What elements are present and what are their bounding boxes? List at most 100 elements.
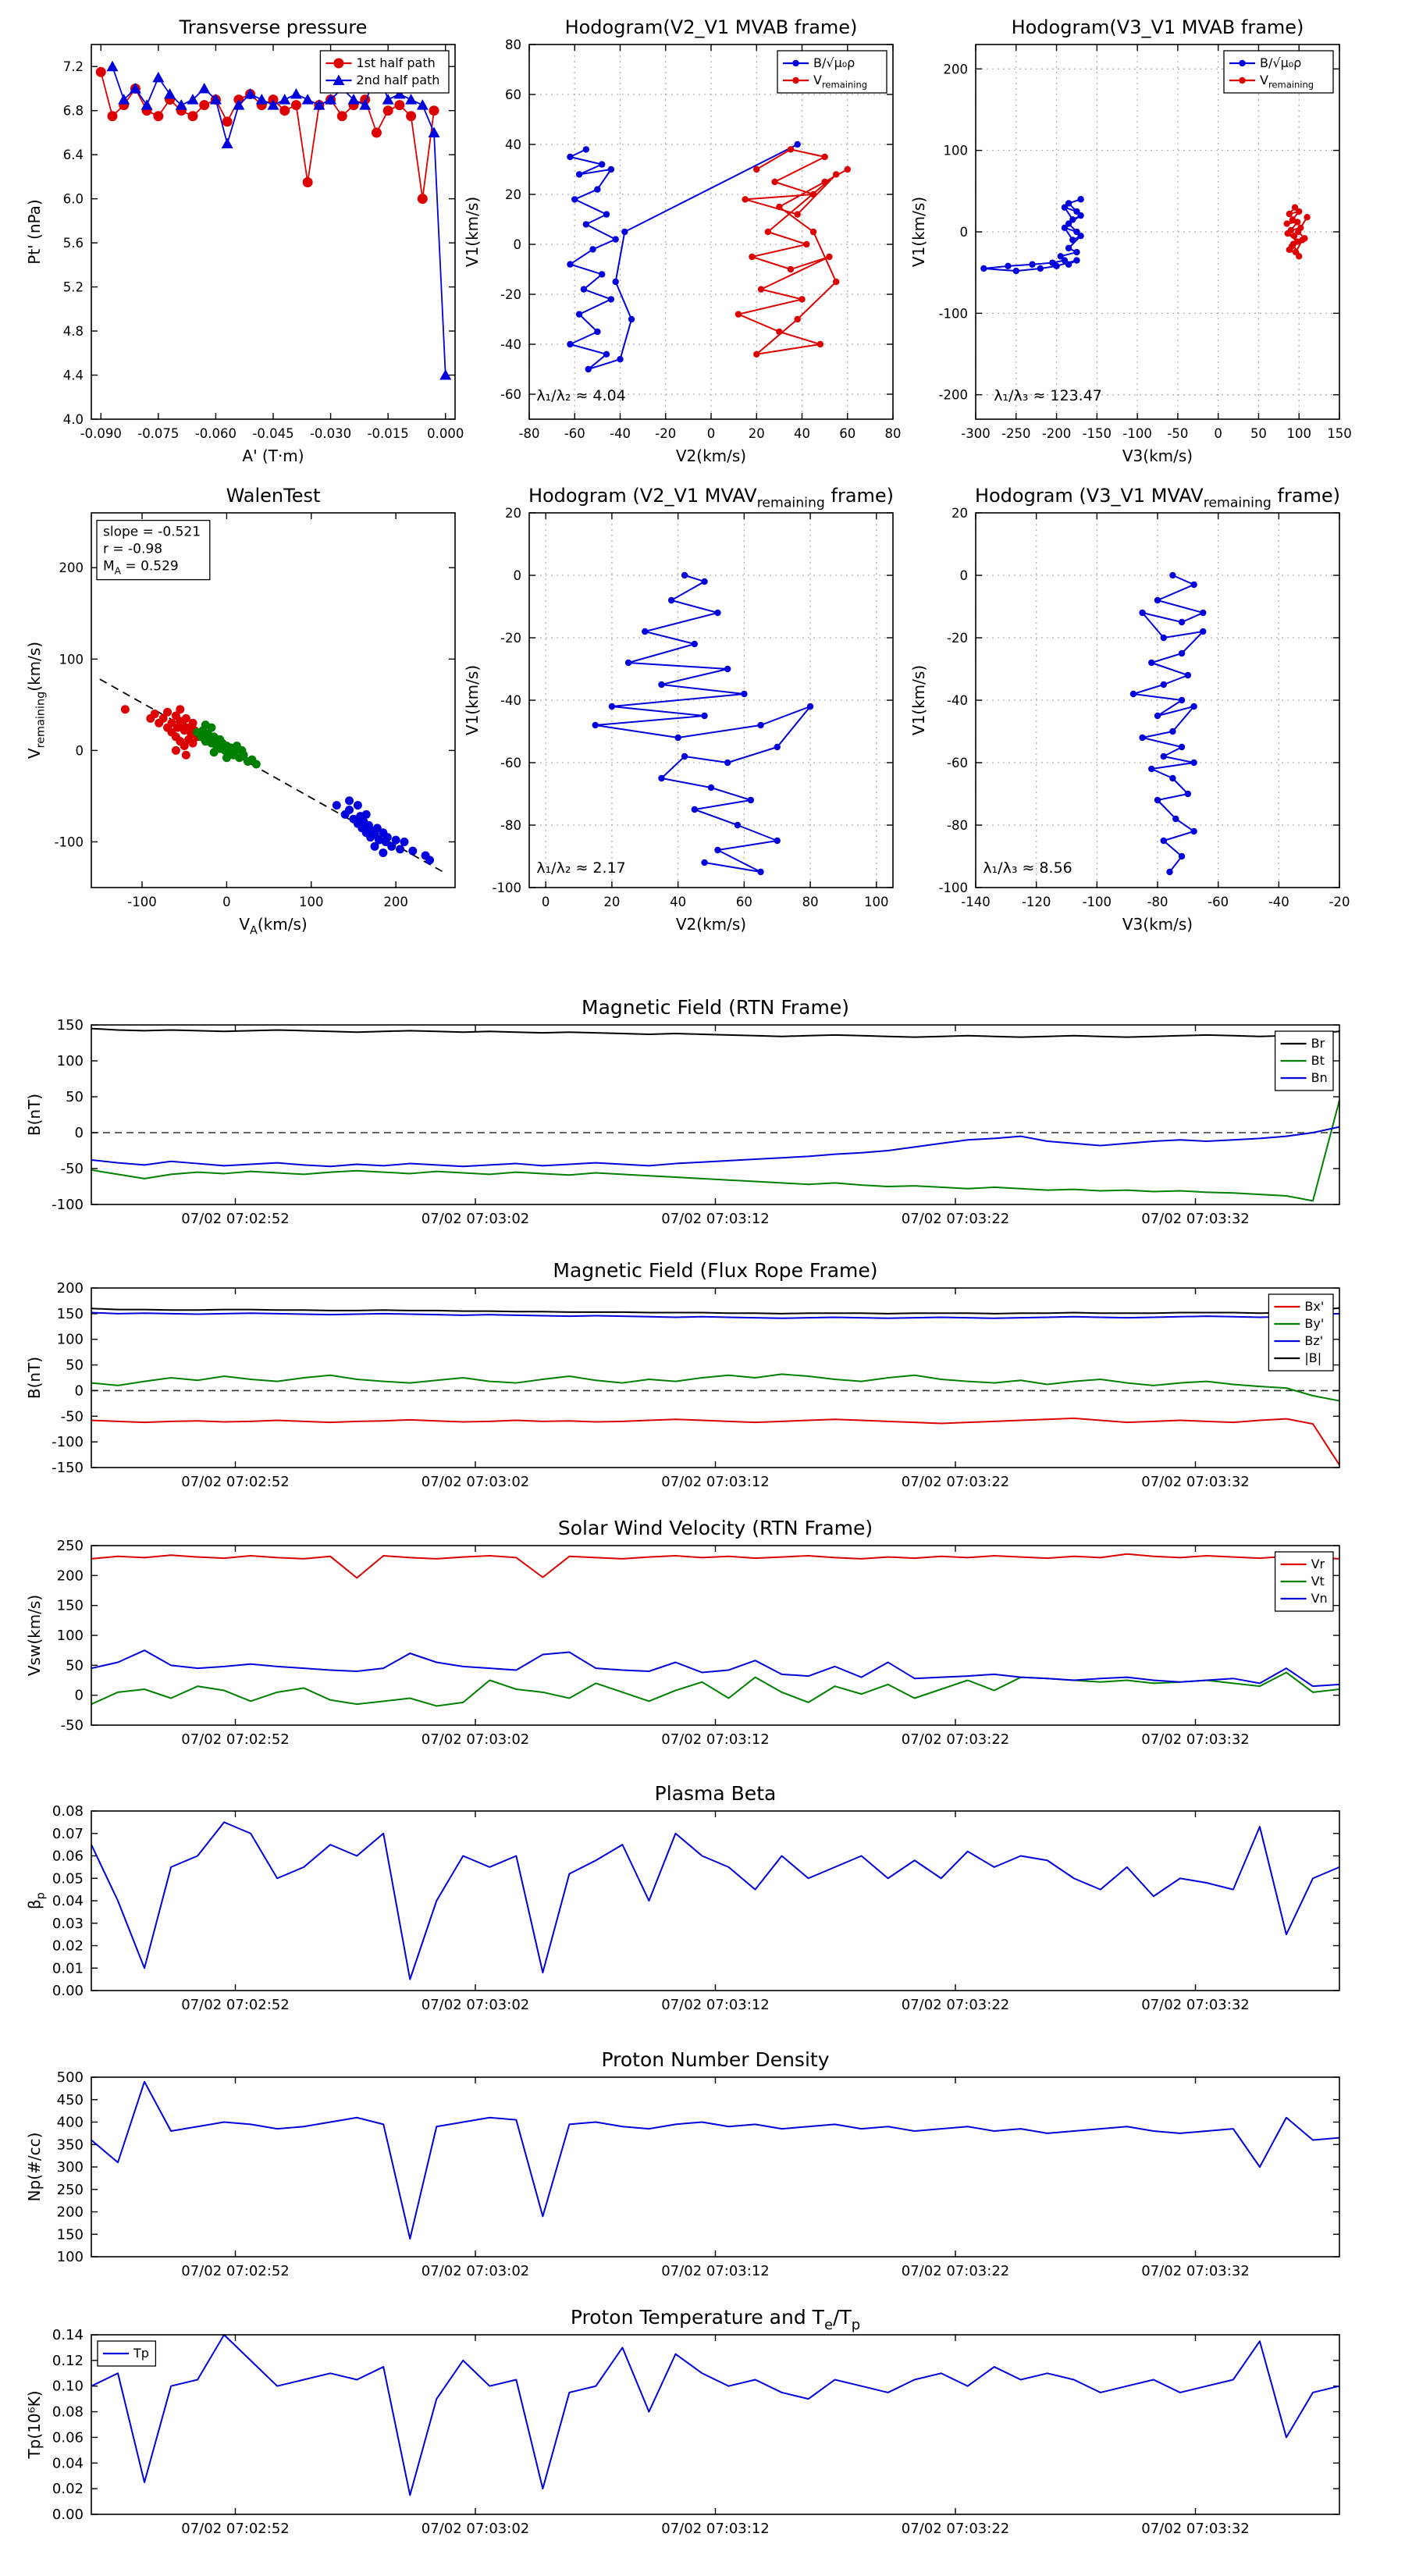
chart-title: Hodogram(V3_V1 MVAB frame) xyxy=(1012,16,1304,38)
chart-title: Hodogram(V2_V1 MVAB frame) xyxy=(565,16,858,38)
y-axis-label: V1(km/s) xyxy=(909,197,928,267)
x-axis-label: VA​(km/s) xyxy=(239,915,307,938)
svg-text:20: 20 xyxy=(505,506,521,521)
svg-text:B/√μ₀ρ: B/√μ₀ρ xyxy=(813,55,855,70)
chart-hodogram-v3v1-mvav: -140 -120 -100 -80 -60 -40 -20 -100 -80 -60 -40 -20… xyxy=(909,485,1350,934)
svg-text:-40: -40 xyxy=(1268,895,1289,909)
svg-text:0.00: 0.00 xyxy=(52,1983,84,1999)
panel-hodogram-v2v1-mvab: -80 -60 -40 -20 0 20 40 60 80 -60 -40 -20 0 20 40 60 80 H… xyxy=(463,16,902,465)
svg-text:100: 100 xyxy=(57,1053,84,1069)
svg-text:-0.075: -0.075 xyxy=(137,426,179,441)
legend: Tp xyxy=(97,2340,157,2367)
x-axis-label: V3(km/s) xyxy=(1122,447,1193,465)
y-axis-label: V1(km/s) xyxy=(463,197,482,267)
svg-text:2nd half path: 2nd half path xyxy=(356,73,439,87)
svg-text:07/02 07:03:02: 07/02 07:03:02 xyxy=(422,1474,529,1490)
svg-text:-100: -100 xyxy=(52,1434,84,1450)
chart-transverse-pressure: -0.090 -0.075 -0.060 -0.045 -0.030 -0.015 0.00… xyxy=(25,16,464,465)
svg-text:-40: -40 xyxy=(500,337,521,352)
svg-text:Bz': Bz' xyxy=(1304,1333,1323,1348)
y-axis-label: Vremaining​(km/s) xyxy=(25,642,48,759)
legend: Bx' By' Bz' |B| xyxy=(1268,1293,1334,1372)
x-axis-label: V3(km/s) xyxy=(1122,915,1193,934)
svg-text:B/√μ₀ρ: B/√μ₀ρ xyxy=(1260,55,1301,70)
svg-text:200: 200 xyxy=(383,895,408,909)
svg-text:0: 0 xyxy=(707,426,716,441)
chart-title: Magnetic Field (Flux Rope Frame) xyxy=(553,1259,877,1282)
svg-text:0.00: 0.00 xyxy=(52,2507,84,2523)
svg-text:150: 150 xyxy=(57,1017,84,1034)
svg-text:07/02 07:03:02: 07/02 07:03:02 xyxy=(422,1997,529,2013)
series-Bn xyxy=(91,1126,1340,1168)
legend: Br Bt Bn xyxy=(1274,1030,1334,1091)
svg-text:100: 100 xyxy=(57,1332,84,1348)
svg-text:300: 300 xyxy=(57,2159,84,2176)
svg-text:150: 150 xyxy=(57,1306,84,1322)
svg-text:0: 0 xyxy=(75,1382,84,1399)
svg-text:07/02 07:02:52: 07/02 07:02:52 xyxy=(181,2263,289,2279)
svg-text:-20: -20 xyxy=(500,287,521,302)
svg-text:-0.045: -0.045 xyxy=(252,426,293,441)
svg-text:4.4: 4.4 xyxy=(63,368,84,383)
chart-walen-test: -100 0 100 200 -100 0 100 200 WalenTest VA​(km/s)… xyxy=(25,485,456,938)
svg-text:-100: -100 xyxy=(1122,426,1151,441)
svg-text:0: 0 xyxy=(960,568,969,583)
x-axis-label: V2(km/s) xyxy=(676,447,746,465)
svg-text:0.01: 0.01 xyxy=(52,1960,84,1976)
svg-text:07/02 07:03:22: 07/02 07:03:22 xyxy=(902,2521,1009,2537)
svg-text:07/02 07:03:12: 07/02 07:03:12 xyxy=(661,1997,769,2013)
panel-magnetic-field-flux-rope: 07/02 07:02:52 07/02 07:03:02 07/02 07:03:… xyxy=(25,1259,1340,1490)
axes: 07/02 07:02:52 07/02 07:03:02 07/02 07:03:… xyxy=(57,1538,1339,1748)
chart-title: Solar Wind Velocity (RTN Frame) xyxy=(558,1517,873,1539)
svg-text:50: 50 xyxy=(1250,426,1267,441)
svg-text:0: 0 xyxy=(960,225,969,240)
annotation: λ₁/λ₂ ≈ 4.04 xyxy=(536,387,625,404)
svg-text:0: 0 xyxy=(222,895,231,909)
legend: B/√μ₀ρ Vremaining​ xyxy=(1223,50,1334,94)
series-proton-density-0 xyxy=(91,2080,1340,2240)
svg-text:-100: -100 xyxy=(493,881,521,895)
svg-text:07/02 07:03:22: 07/02 07:03:22 xyxy=(902,1997,1009,2013)
svg-text:0.06: 0.06 xyxy=(52,1848,84,1865)
series-By- xyxy=(91,1373,1340,1402)
svg-text:0.06: 0.06 xyxy=(52,2429,84,2446)
svg-text:-20: -20 xyxy=(500,631,521,646)
y-axis-label: Vsw(km/s) xyxy=(25,1595,44,1676)
svg-text:250: 250 xyxy=(57,2182,84,2198)
annotation: λ₁/λ₃ ≈ 123.47 xyxy=(994,387,1102,404)
annotation: λ₁/λ₂ ≈ 2.17 xyxy=(536,859,625,877)
panel-magnetic-field-rtn: 07/02 07:02:52 07/02 07:03:02 07/02 07:03:… xyxy=(25,996,1340,1227)
chart-title: Hodogram (V3_V1 MVAVremaining​ frame) xyxy=(975,485,1340,511)
svg-text:07/02 07:02:52: 07/02 07:02:52 xyxy=(181,2521,289,2537)
svg-text:150: 150 xyxy=(57,1598,84,1614)
svg-text:07/02 07:03:12: 07/02 07:03:12 xyxy=(661,1474,769,1490)
svg-text:-300: -300 xyxy=(961,426,990,441)
svg-text:0.02: 0.02 xyxy=(52,2481,84,2497)
svg-text:100: 100 xyxy=(1286,426,1311,441)
y-axis-label: Pt' (nPa) xyxy=(25,199,44,264)
svg-text:|B|: |B| xyxy=(1304,1350,1321,1365)
series-Bx- xyxy=(91,1417,1340,1466)
svg-text:4.8: 4.8 xyxy=(63,324,84,339)
svg-text:-120: -120 xyxy=(1022,895,1051,909)
svg-text:Bn: Bn xyxy=(1311,1070,1328,1085)
series-plasma-beta-0 xyxy=(91,1821,1340,1980)
series--B- xyxy=(91,1307,1340,1315)
chart-title: Proton Temperature and Te​/Tp​ xyxy=(571,2306,860,2333)
svg-text:0.08: 0.08 xyxy=(52,1803,84,1820)
svg-text:5.2: 5.2 xyxy=(63,280,84,295)
svg-text:0: 0 xyxy=(514,568,522,583)
legend: Vr Vt Vn xyxy=(1274,1551,1334,1612)
svg-text:0.08: 0.08 xyxy=(52,2404,84,2421)
axes: 07/02 07:02:52 07/02 07:03:02 07/02 07:03:… xyxy=(52,1017,1339,1227)
svg-text:0: 0 xyxy=(1214,426,1222,441)
svg-text:7.2: 7.2 xyxy=(63,59,84,74)
svg-text:0: 0 xyxy=(514,237,522,252)
panel-hodogram-v3v1-mvav: -140 -120 -100 -80 -60 -40 -20 -100 -80 -60 -40 -20… xyxy=(909,485,1350,934)
chart-title: Magnetic Field (RTN Frame) xyxy=(582,996,849,1019)
chart-title: WalenTest xyxy=(226,485,321,507)
svg-text:-80: -80 xyxy=(1147,895,1168,909)
svg-text:350: 350 xyxy=(57,2137,84,2153)
x-axis-label: V2(km/s) xyxy=(676,915,746,934)
svg-text:r = -0.98: r = -0.98 xyxy=(103,542,162,557)
